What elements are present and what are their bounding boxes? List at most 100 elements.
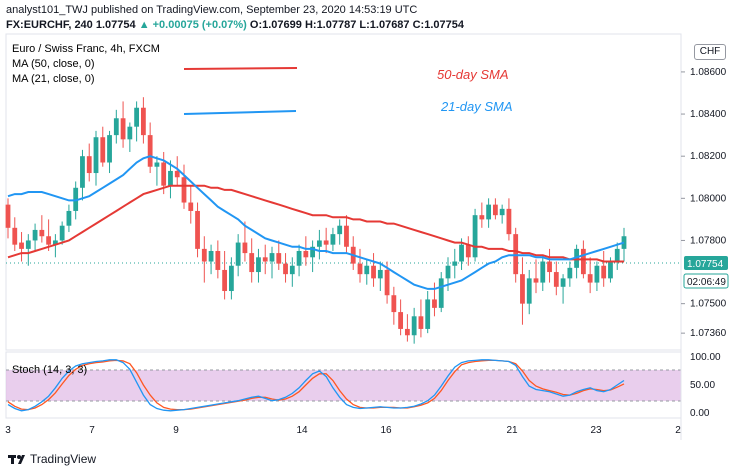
candle-body <box>310 246 316 258</box>
candle-body <box>560 278 566 287</box>
price-tick-label: 1.08400 <box>690 109 727 120</box>
ma-lines-group <box>7 155 625 290</box>
candle-body <box>533 278 539 283</box>
candle-body <box>377 269 383 279</box>
candle-body <box>398 312 404 329</box>
candle-body <box>195 210 200 249</box>
ma21-legend-line <box>183 110 297 115</box>
time-tick-label: 23 <box>590 425 602 436</box>
price-axis-ticks: 1.08600 1.08400 1.08200 1.08000 1.07800 1.075… <box>681 67 727 339</box>
time-tick-label: 3 <box>5 425 11 436</box>
price-tick-label: 1.08200 <box>690 151 727 162</box>
candle-body <box>580 248 586 275</box>
candle-body <box>174 170 180 178</box>
candle-body <box>228 265 234 292</box>
price-change: ▲ +0.00075 (+0.07%) <box>138 19 247 31</box>
countdown-tag <box>683 273 729 289</box>
candle-body <box>52 240 58 245</box>
candle-body <box>438 278 444 308</box>
candle-body <box>19 242 24 249</box>
candle-body <box>459 244 464 262</box>
candle-body <box>59 225 65 241</box>
candle-body <box>445 265 451 279</box>
ma21-line <box>7 155 625 290</box>
candle-body <box>553 272 559 287</box>
stoch-d-line <box>7 359 625 411</box>
candle-body <box>526 278 532 304</box>
symbol-label[interactable]: FX:EURCHF, 240 <box>6 19 93 31</box>
footer-branding[interactable]: TradingView <box>8 452 96 466</box>
candle-body <box>479 215 485 220</box>
close-label: C: <box>412 19 425 31</box>
author-name[interactable]: analyst101_TWJ <box>6 4 88 16</box>
candle-body <box>567 267 573 279</box>
candle-body <box>425 299 431 329</box>
candle-body <box>506 208 512 235</box>
instrument-legend: Euro / Swiss Franc, 4h, FXCM <box>12 43 160 55</box>
candle-body <box>601 265 607 279</box>
candle-body <box>289 265 295 275</box>
stoch-lines-group <box>7 359 625 412</box>
stoch-band <box>6 370 681 401</box>
candle-body <box>594 265 600 283</box>
candle-body <box>432 299 437 308</box>
candle-body <box>66 210 72 226</box>
candle-body <box>100 137 106 163</box>
candle-body <box>127 126 133 140</box>
candle-body <box>262 257 268 262</box>
candle-body <box>188 202 194 211</box>
candle-body <box>316 240 322 247</box>
candle-body <box>181 177 187 203</box>
candle-body <box>513 234 519 275</box>
candle-body <box>134 107 140 127</box>
last-price-tag <box>684 256 728 270</box>
stoch-tick-label: 50.00 <box>690 380 715 391</box>
candle-body <box>303 250 309 258</box>
price-tick-label: 1.07500 <box>690 299 727 310</box>
currency-badge[interactable]: CHF <box>694 44 726 60</box>
countdown-label: 02:06:49 <box>687 277 726 288</box>
candle-body <box>337 225 343 235</box>
candle-body <box>614 248 620 262</box>
high-label: H: <box>304 19 317 31</box>
candle-body <box>411 316 417 336</box>
candle-body <box>147 135 153 167</box>
high-value: 1.07787 <box>316 19 357 31</box>
candle-body <box>452 261 458 266</box>
candle-body <box>46 236 52 245</box>
time-tick-label: 9 <box>173 425 179 436</box>
candle-body <box>249 253 255 273</box>
candle-body <box>222 269 228 292</box>
tradingview-logo-icon <box>8 455 25 464</box>
low-label: L: <box>359 19 370 31</box>
last-price: 1.07754 <box>95 19 136 31</box>
stoch-tick-label: 0.00 <box>690 408 710 419</box>
candle-body <box>256 257 261 273</box>
stoch-legend: Stoch (14, 3, 3) <box>12 364 87 376</box>
candle-body <box>371 265 376 279</box>
candle-body <box>547 261 552 273</box>
candle-body <box>465 244 471 258</box>
sma21-annotation: 21-day SMA <box>440 99 513 114</box>
candle-body <box>235 242 241 266</box>
stoch-tick-label: 100.00 <box>690 352 721 363</box>
ma50-legend-line <box>183 67 298 70</box>
close-value: 1.07754 <box>424 19 464 31</box>
time-tick-label: 14 <box>296 425 308 436</box>
sma50-annotation: 50-day SMA <box>437 67 509 82</box>
ma50-legend: MA (50, close, 0) <box>12 58 95 70</box>
price-tick-label: 1.08000 <box>690 193 727 204</box>
low-value: 1.07687 <box>369 19 410 31</box>
time-axis-ticks: 3 7 9 14 16 21 23 2 <box>5 425 681 436</box>
candle-body <box>520 274 525 304</box>
candle-body <box>608 261 613 279</box>
candle-body <box>32 229 38 241</box>
candle-body <box>276 253 282 264</box>
candle-body <box>215 250 221 270</box>
published-text: published on TradingView.com, September … <box>91 4 418 16</box>
quote-line: FX:EURCHF, 240 1.07754 ▲ +0.00075 (+0.07… <box>6 19 464 31</box>
candle-body <box>154 162 160 167</box>
candle-body <box>540 261 546 283</box>
stoch-axis-ticks: 100.00 50.00 0.00 <box>690 352 721 419</box>
